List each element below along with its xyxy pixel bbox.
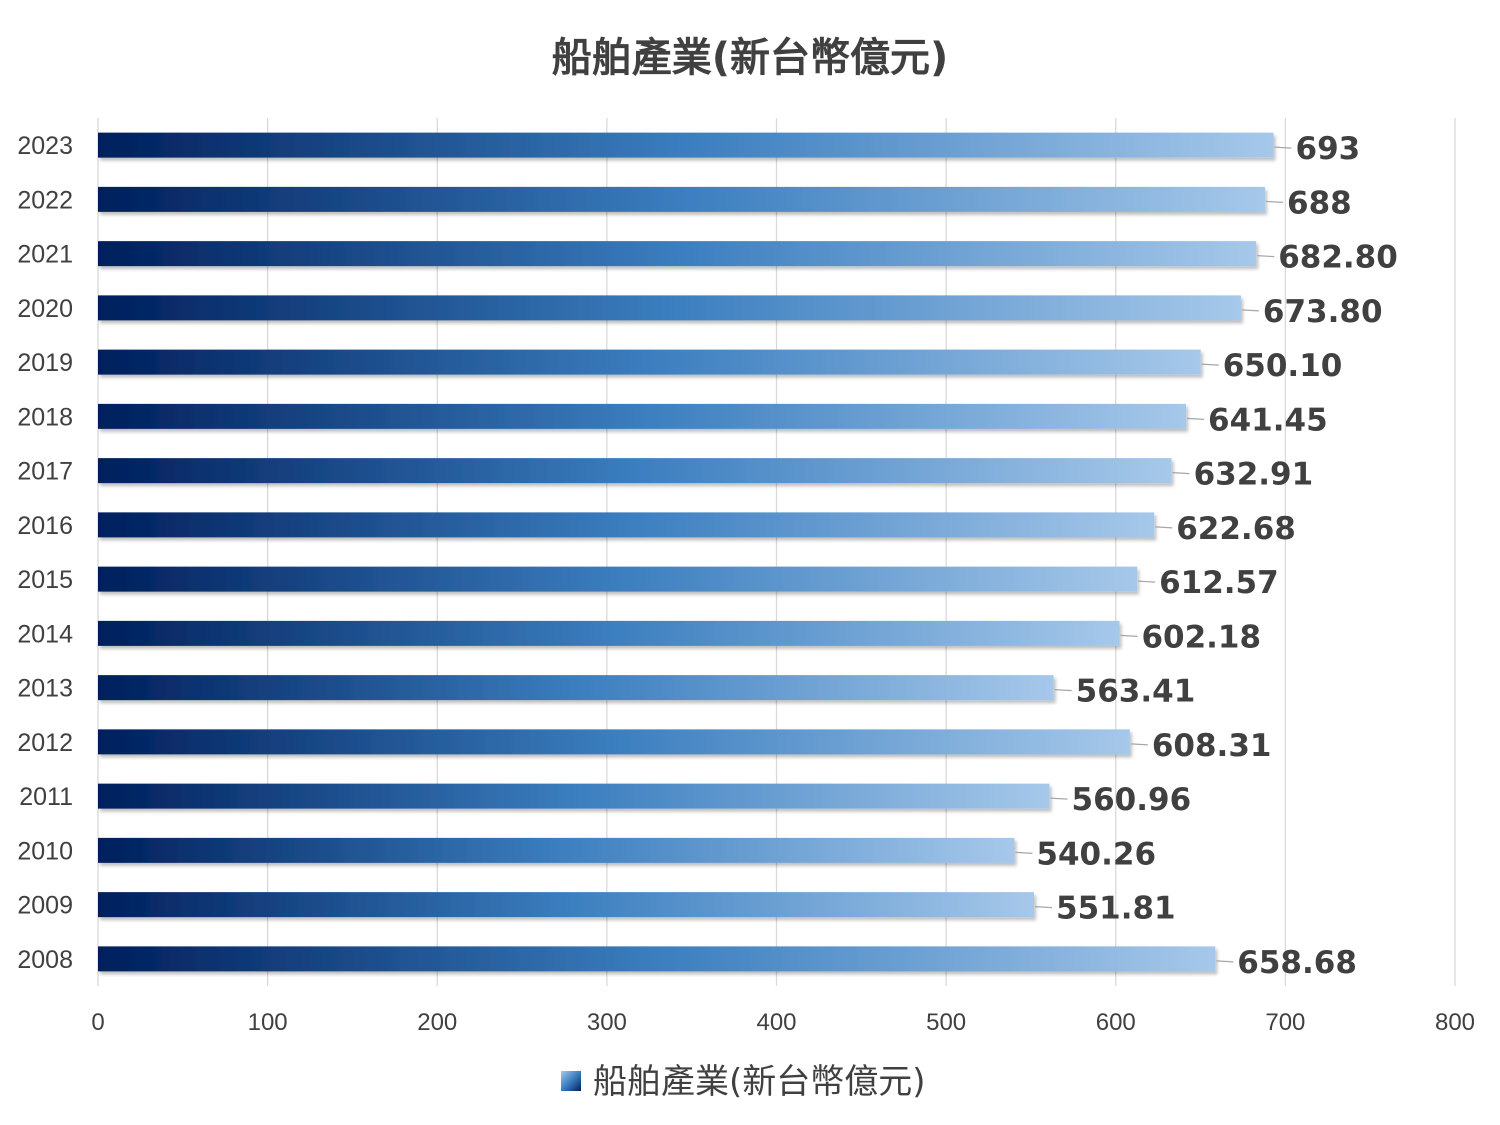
leader-line: [1172, 472, 1190, 475]
y-category-label: 2012: [17, 729, 73, 757]
data-labels: 693 688 682.80 673.80 650.10 641.45 632.91 622.…: [1015, 131, 1398, 981]
leader-line: [1201, 363, 1219, 366]
bar: [98, 566, 1138, 592]
y-category-label: 2020: [17, 295, 73, 323]
leader-line: [1120, 634, 1138, 637]
leader-line: [1130, 743, 1148, 746]
leader-line: [1274, 146, 1292, 149]
data-label: 560.96: [1072, 782, 1192, 818]
bar: [98, 132, 1274, 158]
x-tick-label: 300: [587, 1009, 627, 1036]
bar: [98, 349, 1201, 375]
data-label: 641.45: [1208, 402, 1328, 438]
x-tick-label: 200: [417, 1009, 457, 1036]
leader-line: [1138, 580, 1156, 583]
bar: [98, 729, 1130, 755]
bar: [98, 946, 1216, 972]
leader-line: [1187, 417, 1205, 420]
legend-swatch: [561, 1071, 581, 1091]
y-category-label: 2011: [19, 783, 73, 811]
bar: [98, 186, 1266, 212]
x-tick-label: 100: [248, 1009, 288, 1036]
bar: [98, 837, 1015, 863]
data-label: 632.91: [1194, 457, 1314, 493]
leader-line: [1034, 906, 1053, 909]
data-label: 608.31: [1152, 728, 1272, 764]
leader-line: [1050, 797, 1068, 800]
legend: 船舶產業(新台幣億元): [561, 1062, 926, 1102]
leader-line: [1257, 255, 1275, 258]
data-label: 563.41: [1076, 674, 1196, 710]
data-label: 551.81: [1056, 891, 1176, 927]
data-label: 688: [1287, 185, 1352, 221]
y-axis-categories: 2023 2022 2021 2020 2019 2018 2017 2016 2015 2014…: [17, 132, 73, 974]
x-tick-label: 400: [756, 1009, 796, 1036]
leader-line: [1241, 309, 1259, 312]
bar: [98, 295, 1241, 321]
data-label: 602.18: [1141, 619, 1261, 655]
bar: [98, 458, 1172, 484]
y-category-label: 2019: [17, 349, 73, 377]
y-category-label: 2013: [17, 675, 73, 703]
y-category-label: 2022: [17, 186, 73, 214]
data-label: 693: [1296, 131, 1361, 167]
bar: [98, 403, 1187, 429]
data-label: 650.10: [1223, 348, 1343, 384]
x-axis: 0 100 200 300 400 500 600 700 800: [91, 1009, 1475, 1036]
x-tick-label: 800: [1435, 1009, 1475, 1036]
y-category-label: 2021: [17, 241, 73, 269]
leader-line: [1216, 960, 1234, 963]
x-tick-label: 0: [91, 1009, 104, 1036]
bar: [98, 512, 1155, 538]
y-category-label: 2010: [17, 837, 73, 865]
leader-line: [1015, 851, 1033, 854]
data-label: 622.68: [1176, 511, 1296, 547]
leader-line: [1054, 689, 1072, 692]
data-label: 658.68: [1237, 945, 1357, 981]
chart-title: 船舶產業(新台幣億元): [552, 35, 949, 81]
x-tick-label: 500: [926, 1009, 966, 1036]
data-label: 540.26: [1036, 836, 1156, 872]
y-category-label: 2015: [17, 566, 73, 594]
y-category-label: 2017: [17, 458, 73, 486]
x-tick-label: 700: [1265, 1009, 1305, 1036]
leader-line: [1155, 526, 1173, 529]
y-category-label: 2018: [17, 403, 73, 431]
bar: [98, 241, 1257, 267]
bar: [98, 620, 1120, 646]
y-category-label: 2023: [17, 132, 73, 160]
data-label: 673.80: [1263, 294, 1383, 330]
bar: [98, 892, 1035, 918]
y-category-label: 2016: [17, 512, 73, 540]
data-label: 682.80: [1278, 240, 1398, 276]
y-category-label: 2008: [17, 946, 73, 974]
data-label: 612.57: [1159, 565, 1279, 601]
bar: [98, 675, 1054, 701]
bar: [98, 783, 1050, 809]
leader-line: [1265, 200, 1284, 203]
y-category-label: 2014: [17, 620, 73, 648]
y-category-label: 2009: [17, 892, 73, 920]
bars: [98, 132, 1274, 972]
legend-label: 船舶產業(新台幣億元): [593, 1062, 926, 1102]
x-tick-label: 600: [1096, 1009, 1136, 1036]
